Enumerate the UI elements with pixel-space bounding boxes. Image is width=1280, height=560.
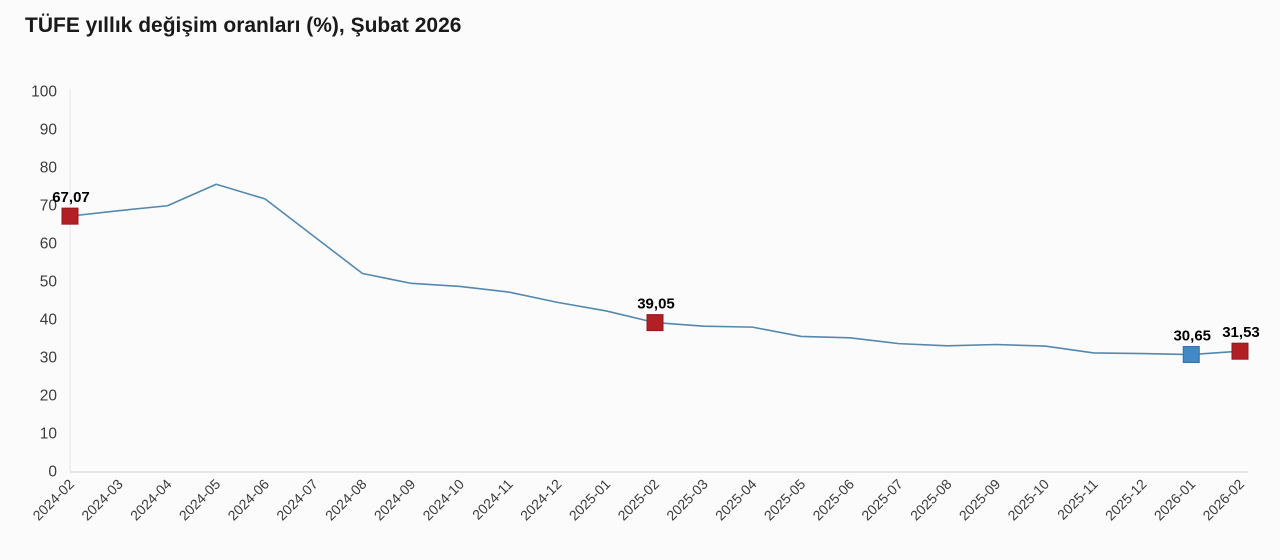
y-tick-label: 0	[48, 464, 57, 481]
y-tick-label: 90	[40, 122, 58, 139]
x-tick-label: 2025-02	[614, 476, 662, 524]
data-point-marker	[646, 314, 664, 332]
x-tick-label: 2025-11	[1054, 476, 1101, 523]
data-point-label: 67,07	[52, 189, 90, 206]
x-tick-label: 2026-01	[1151, 476, 1199, 524]
x-tick-label: 2024-07	[273, 476, 321, 524]
y-tick-label: 70	[40, 198, 58, 215]
x-tick-label: 2024-04	[127, 476, 175, 524]
x-tick-label: 2025-10	[1004, 476, 1052, 524]
y-tick-label: 10	[40, 426, 58, 443]
x-tick-label: 2024-05	[176, 476, 224, 524]
x-tick-label: 2024-12	[517, 476, 565, 524]
y-tick-label: 80	[40, 160, 58, 177]
y-tick-label: 100	[31, 84, 57, 101]
x-tick-label: 2024-02	[29, 476, 77, 524]
data-point-marker	[1182, 346, 1200, 364]
x-tick-label: 2025-03	[663, 476, 711, 524]
y-tick-label: 60	[40, 236, 58, 253]
x-tick-label: 2024-10	[419, 476, 467, 524]
x-tick-label: 2025-06	[809, 476, 857, 524]
y-tick-label: 50	[40, 274, 58, 291]
data-point-marker	[1231, 342, 1249, 360]
y-tick-label: 20	[40, 388, 58, 405]
x-tick-label: 2025-01	[566, 476, 614, 524]
data-point-label: 39,05	[637, 296, 675, 313]
y-tick-label: 30	[40, 350, 58, 367]
x-tick-label: 2025-12	[1102, 476, 1150, 524]
x-tick-label: 2025-09	[956, 476, 1004, 524]
x-tick-label: 2024-06	[224, 476, 272, 524]
x-tick-label: 2025-07	[858, 476, 906, 524]
y-tick-label: 40	[40, 312, 58, 329]
x-tick-label: 2024-03	[78, 476, 126, 524]
data-point-label: 31,53	[1222, 324, 1260, 341]
x-tick-label: 2024-09	[371, 476, 419, 524]
chart-title: TÜFE yıllık değişim oranları (%), Şubat …	[25, 14, 462, 37]
x-tick-label: 2025-05	[761, 476, 809, 524]
x-tick-label: 2026-02	[1199, 476, 1247, 524]
x-tick-label: 2025-04	[712, 476, 760, 524]
x-tick-label: 2024-08	[322, 476, 370, 524]
data-point-label: 30,65	[1173, 328, 1211, 345]
x-tick-label: 2024-11	[469, 476, 516, 523]
data-point-marker	[61, 207, 79, 225]
x-tick-label: 2025-08	[907, 476, 955, 524]
